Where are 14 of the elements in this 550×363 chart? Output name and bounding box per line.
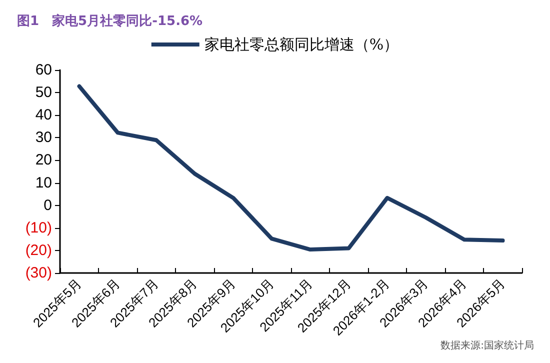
y-tick-label: (30) <box>25 264 52 282</box>
chart-title: 图1 家电5月社零同比-15.6% <box>17 13 203 29</box>
legend-label: 家电社零总额同比增速（%） <box>204 36 399 54</box>
y-tick-label: 40 <box>35 106 52 124</box>
y-tick-label: 0 <box>44 196 52 214</box>
line-series <box>77 84 505 252</box>
y-tick-label: (10) <box>25 219 52 236</box>
y-tick-label: 20 <box>35 152 52 169</box>
y-tick-label: (20) <box>25 242 52 259</box>
y-tick-label: 30 <box>35 129 52 146</box>
y-tick-label: 60 <box>35 62 52 78</box>
y-tick-label: 10 <box>35 174 52 192</box>
source-note: 数据来源:国家统计局 <box>440 340 534 352</box>
y-tick-label: 50 <box>35 84 52 102</box>
